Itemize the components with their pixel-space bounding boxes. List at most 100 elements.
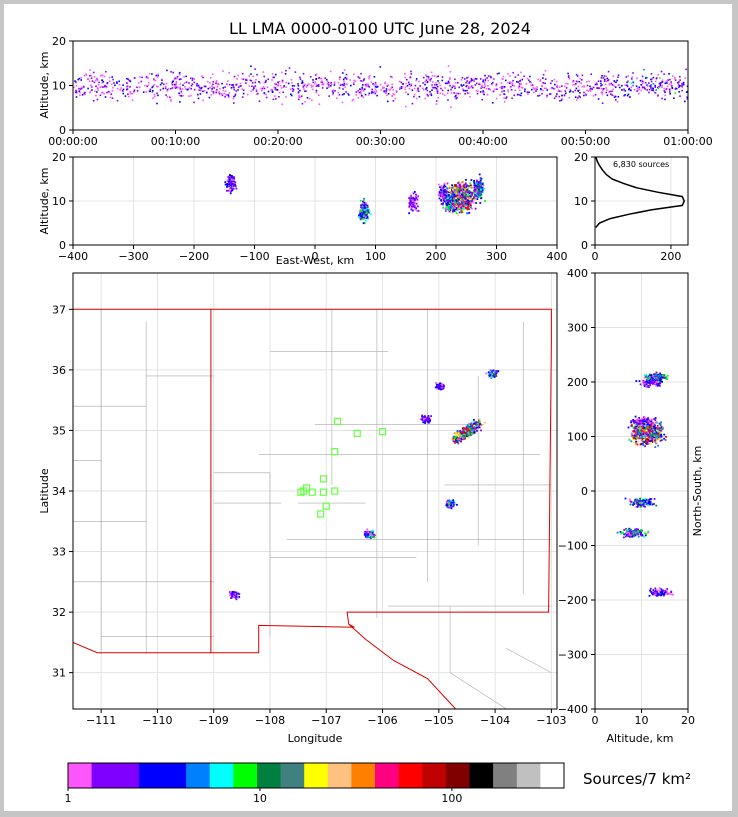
ew-height-source xyxy=(473,196,475,198)
time-height-source xyxy=(99,94,102,97)
ew-height-source xyxy=(358,216,360,218)
time-height-source xyxy=(482,79,484,81)
map-source xyxy=(467,425,470,428)
time-height-source xyxy=(617,74,620,76)
map-source xyxy=(454,435,457,438)
map-source xyxy=(453,435,456,438)
time-height-source xyxy=(363,90,365,92)
time-height-source xyxy=(413,87,416,90)
time-height-source xyxy=(564,85,566,88)
ew-height-source xyxy=(453,200,456,203)
time-height-source xyxy=(202,99,204,102)
time-height-source xyxy=(579,77,582,80)
time-height-source xyxy=(151,73,153,75)
ew-height-source xyxy=(479,179,482,182)
time-height-source xyxy=(235,84,238,86)
time-height-source xyxy=(665,88,668,90)
time-height-source xyxy=(74,91,77,94)
ew-height-source xyxy=(409,204,411,206)
time-height-source xyxy=(467,85,470,88)
map-source xyxy=(235,598,238,601)
time-height-source xyxy=(255,79,257,81)
map-source xyxy=(449,502,452,505)
time-height-source xyxy=(475,89,478,92)
time-height-source xyxy=(561,94,563,97)
ew-height-source xyxy=(460,191,463,194)
time-height-source xyxy=(544,70,547,72)
map-source xyxy=(373,534,376,537)
time-height-source xyxy=(405,105,407,108)
ew-height-source xyxy=(469,200,472,203)
time-height-source xyxy=(343,69,346,71)
time-height-source xyxy=(532,86,535,89)
map-source xyxy=(237,596,239,599)
time-height-source xyxy=(285,81,288,84)
time-height-source xyxy=(618,86,621,89)
time-height-source xyxy=(359,92,362,94)
ns-height-source xyxy=(656,435,659,438)
time-height-source xyxy=(166,89,169,91)
time-height-source xyxy=(161,79,163,82)
ns-height-source xyxy=(654,427,657,430)
ns-height-source xyxy=(632,423,635,425)
time-height-source xyxy=(447,99,449,101)
ns-height-source xyxy=(654,429,657,431)
time-height-source xyxy=(670,81,672,83)
time-height-source xyxy=(273,86,276,89)
time-height-source xyxy=(193,101,195,104)
time-height-source xyxy=(513,94,515,97)
time-height-source xyxy=(392,88,394,91)
time-height-source xyxy=(330,82,332,84)
ew-height-source xyxy=(228,190,231,192)
time-height-source xyxy=(591,87,593,90)
ns-height-source xyxy=(635,435,638,438)
ew-height-source xyxy=(444,209,447,212)
time-height-source xyxy=(357,90,359,93)
time-height-source xyxy=(281,71,283,74)
time-height-source xyxy=(183,82,186,84)
time-height-source xyxy=(462,88,464,90)
time-height-source xyxy=(311,88,314,91)
ew-height-source xyxy=(368,211,370,214)
time-height-source xyxy=(417,87,419,90)
time-height-source xyxy=(171,87,174,89)
ns-height-source xyxy=(642,440,644,442)
time-height-source xyxy=(291,81,293,84)
time-height-source xyxy=(590,87,592,90)
time-height-source xyxy=(114,84,116,87)
time-height-source xyxy=(157,85,159,88)
time-height-source xyxy=(600,85,602,87)
time-height-source xyxy=(233,86,235,89)
time-height-source xyxy=(94,90,96,93)
time-height-source xyxy=(331,93,334,96)
time-height-source xyxy=(156,76,159,78)
ns-height-source xyxy=(636,431,639,434)
time-height-source xyxy=(259,82,261,84)
ns-height-source xyxy=(650,429,653,431)
time-height-source xyxy=(567,72,569,75)
ns-height-source xyxy=(642,433,645,435)
time-height-source xyxy=(353,79,355,82)
map-source xyxy=(475,423,478,426)
ew-height-source xyxy=(456,209,459,211)
time-height-source xyxy=(536,88,538,91)
time-height-source xyxy=(94,79,97,82)
time-height-source xyxy=(111,76,113,78)
time-height-source xyxy=(455,95,457,97)
map-source xyxy=(232,591,235,594)
ew-height-source xyxy=(457,214,460,217)
time-height-source xyxy=(333,81,336,84)
time-height-source xyxy=(198,86,201,89)
ew-height-source xyxy=(463,186,466,189)
ew-height-source xyxy=(410,203,413,206)
ew-height-source xyxy=(466,204,468,206)
time-height-source xyxy=(509,81,511,83)
time-height-source xyxy=(211,85,213,87)
ew-height-source xyxy=(474,197,477,200)
ew-height-ylabel: Altitude, km xyxy=(38,167,51,234)
map-source xyxy=(468,422,470,425)
time-height-source xyxy=(250,79,253,82)
time-height-source xyxy=(215,81,218,83)
time-height-source xyxy=(362,96,365,98)
ew-height-source xyxy=(366,209,369,212)
